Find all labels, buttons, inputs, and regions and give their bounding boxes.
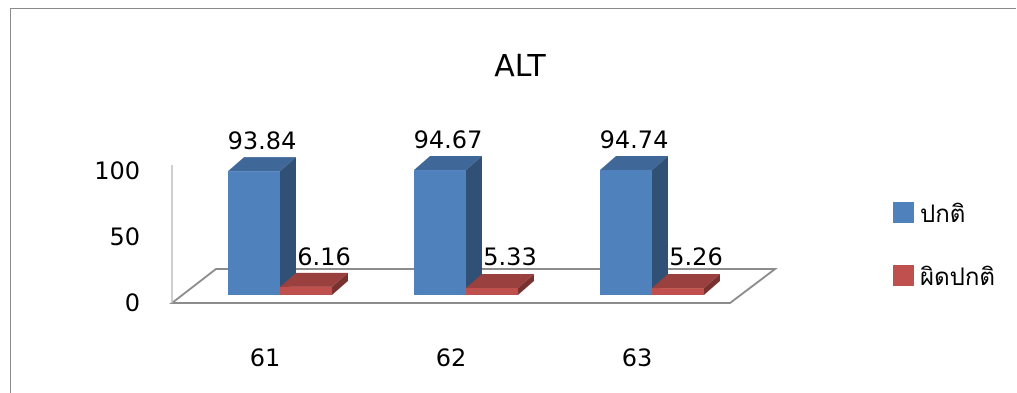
bar-abnormal-63 (652, 274, 720, 295)
bar-top (600, 155, 668, 170)
bar-top (466, 273, 534, 288)
bar-side (704, 274, 720, 295)
bar-normal-62 (414, 156, 482, 295)
y-tick-label: 100 (94, 157, 140, 185)
bar-front (466, 287, 518, 295)
bar-side (280, 157, 296, 295)
data-label: 93.84 (228, 127, 297, 155)
legend-swatch (893, 265, 914, 286)
bar-top (652, 274, 720, 289)
bars-layer (228, 155, 720, 295)
bar-front (228, 171, 280, 295)
bar-front (652, 288, 704, 295)
bar-abnormal-61 (280, 272, 348, 295)
y-axis-ticks: 0 50 100 (94, 157, 140, 317)
x-tick-label: 63 (622, 344, 653, 372)
bar-top (280, 272, 348, 287)
bar-side (332, 272, 348, 295)
bar-front (600, 169, 652, 295)
bar-side (518, 273, 534, 295)
legend-swatch (893, 202, 914, 223)
chart-title: ALT (494, 49, 546, 84)
data-label: 94.74 (600, 126, 669, 154)
bar-front (414, 170, 466, 295)
bar-top (414, 156, 482, 171)
x-tick-label: 62 (436, 344, 467, 372)
bar-side (652, 155, 668, 295)
bar-normal-61 (228, 157, 296, 295)
legend: ปกติผิดปกติ (893, 200, 995, 291)
bar-side (466, 156, 482, 295)
y-tick-label: 0 (125, 289, 140, 317)
bar-top (228, 157, 296, 172)
data-label: 94.67 (414, 126, 483, 154)
chart-frame (10, 8, 1016, 393)
bar-abnormal-62 (466, 273, 534, 295)
data-label: 5.33 (483, 243, 536, 271)
bar-normal-63 (600, 155, 668, 295)
data-labels-layer: 93.84 94.67 94.74 6.16 5.33 5.26 (228, 126, 723, 271)
x-axis-ticks: 61 62 63 (250, 344, 653, 372)
y-tick-label: 50 (109, 223, 140, 251)
legend-label: ปกติ (920, 200, 965, 228)
data-label: 6.16 (297, 243, 350, 271)
legend-label: ผิดปกติ (920, 263, 995, 291)
x-tick-label: 61 (250, 344, 281, 372)
data-label: 5.26 (669, 243, 722, 271)
bar-front (280, 286, 332, 295)
